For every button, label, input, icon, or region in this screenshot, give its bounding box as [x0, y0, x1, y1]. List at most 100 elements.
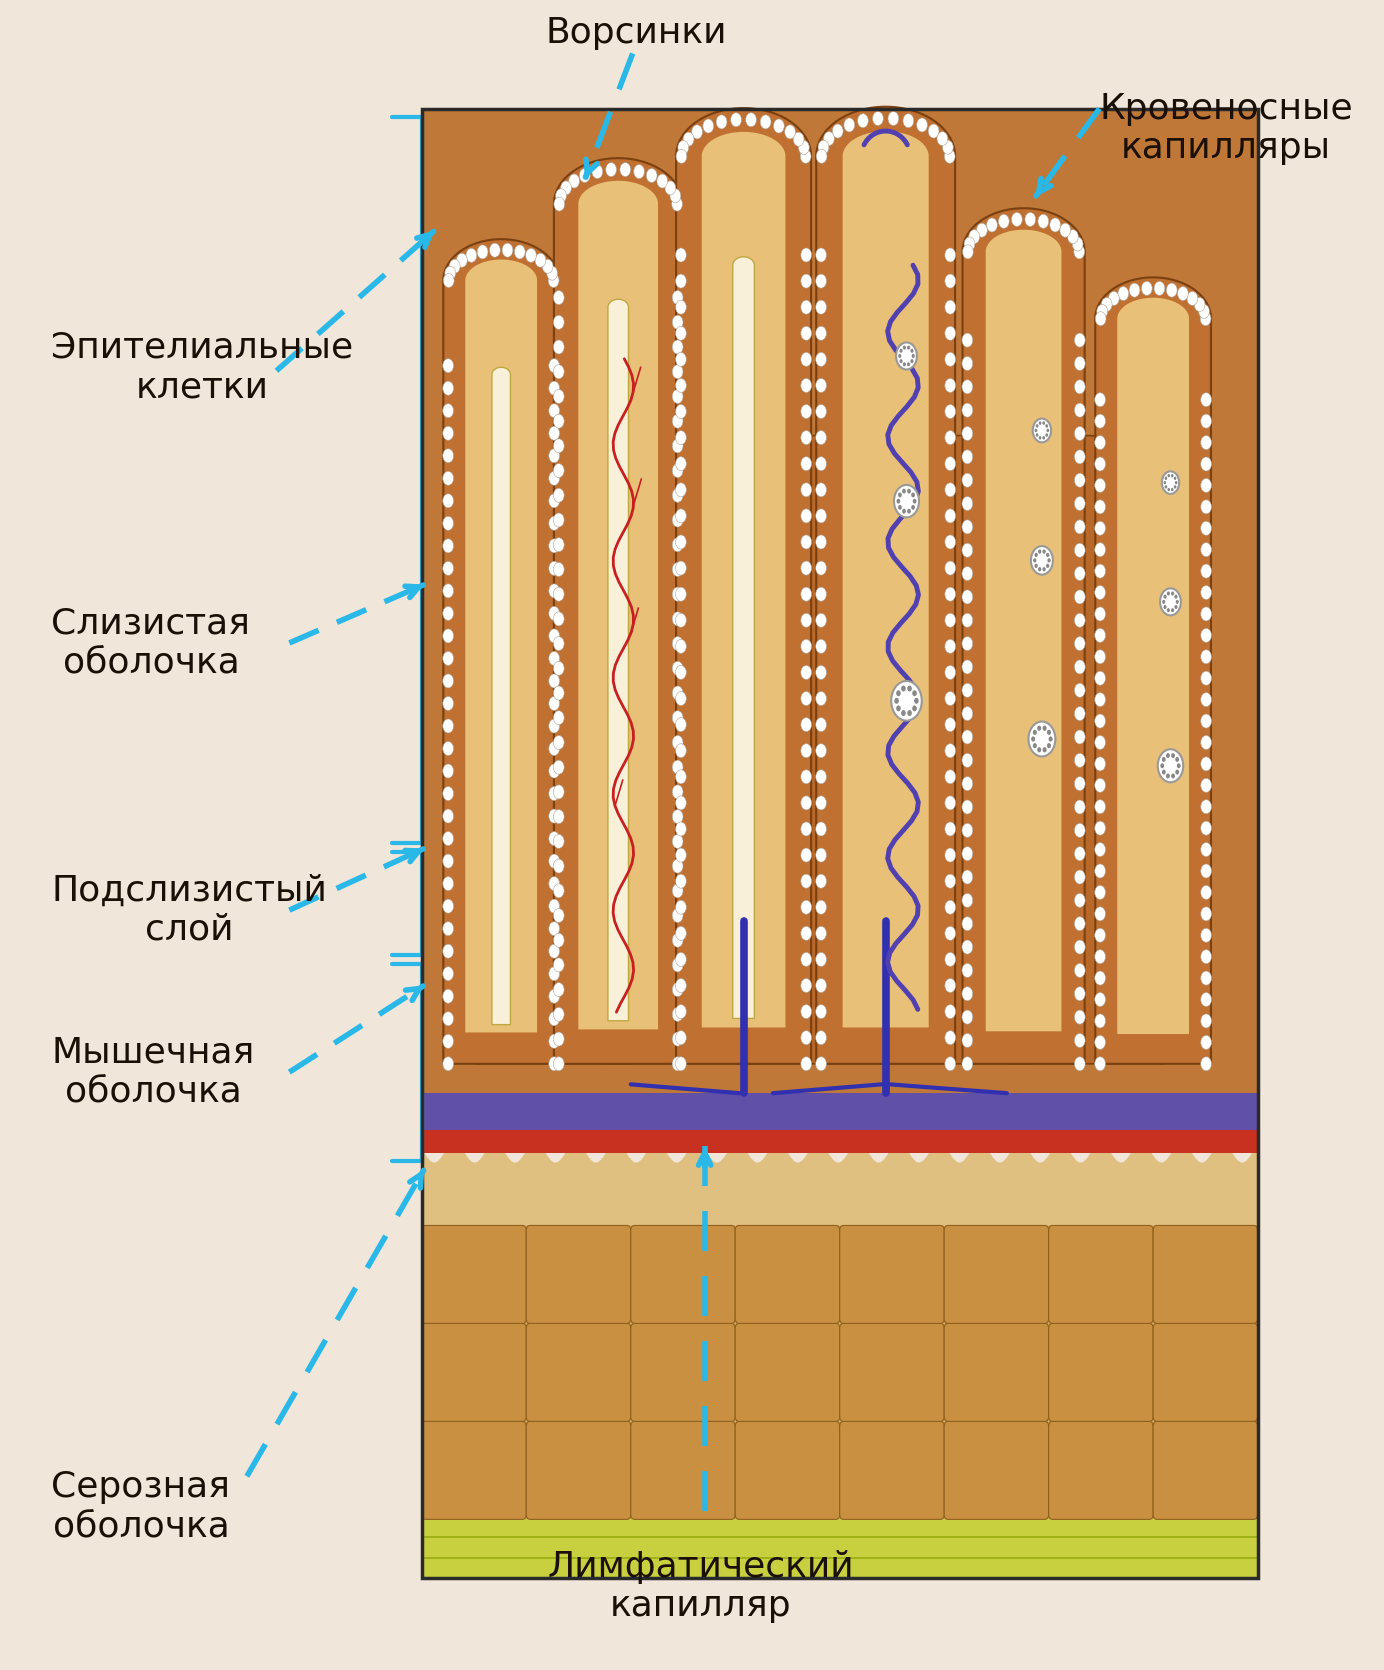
Circle shape — [671, 197, 682, 210]
Circle shape — [675, 561, 686, 574]
Circle shape — [945, 822, 955, 837]
Circle shape — [908, 686, 912, 691]
Circle shape — [554, 858, 565, 873]
Circle shape — [549, 832, 559, 845]
Circle shape — [801, 588, 811, 601]
Circle shape — [554, 316, 565, 329]
Circle shape — [673, 341, 684, 354]
FancyBboxPatch shape — [735, 1323, 840, 1421]
Polygon shape — [554, 159, 682, 1064]
Circle shape — [1095, 800, 1106, 813]
Circle shape — [1037, 746, 1041, 753]
Circle shape — [1038, 436, 1041, 439]
Circle shape — [945, 1030, 955, 1045]
Circle shape — [673, 785, 684, 798]
Circle shape — [1095, 392, 1106, 407]
Circle shape — [1118, 287, 1129, 301]
Circle shape — [549, 449, 559, 463]
Circle shape — [916, 119, 927, 132]
Circle shape — [1032, 419, 1050, 443]
Circle shape — [945, 431, 955, 444]
Circle shape — [962, 590, 973, 605]
Circle shape — [673, 389, 684, 404]
FancyBboxPatch shape — [422, 1421, 526, 1520]
Circle shape — [443, 720, 454, 733]
FancyBboxPatch shape — [631, 1323, 735, 1421]
FancyBboxPatch shape — [944, 1226, 1049, 1323]
Circle shape — [900, 349, 902, 352]
Circle shape — [1167, 591, 1169, 596]
Circle shape — [872, 112, 883, 125]
Circle shape — [799, 140, 810, 155]
Circle shape — [549, 561, 559, 576]
Circle shape — [912, 705, 916, 711]
Polygon shape — [608, 299, 628, 1020]
Circle shape — [673, 858, 684, 873]
Circle shape — [554, 810, 565, 823]
Circle shape — [815, 301, 826, 314]
FancyBboxPatch shape — [840, 1226, 944, 1323]
Circle shape — [444, 266, 455, 281]
FancyBboxPatch shape — [1153, 1421, 1258, 1520]
Circle shape — [554, 364, 565, 379]
Circle shape — [1095, 885, 1106, 900]
Circle shape — [549, 494, 559, 508]
Circle shape — [894, 484, 919, 518]
Circle shape — [1035, 433, 1038, 438]
Circle shape — [547, 266, 558, 281]
Circle shape — [962, 847, 973, 860]
Circle shape — [675, 613, 686, 628]
Circle shape — [1176, 763, 1181, 768]
Circle shape — [962, 870, 973, 883]
Circle shape — [675, 534, 686, 549]
Circle shape — [1201, 1057, 1211, 1070]
Circle shape — [1095, 822, 1106, 835]
Circle shape — [815, 979, 826, 992]
Circle shape — [1174, 486, 1176, 489]
Circle shape — [1171, 488, 1174, 491]
Circle shape — [815, 534, 826, 549]
Circle shape — [1095, 312, 1106, 326]
Circle shape — [670, 189, 681, 202]
Circle shape — [1074, 987, 1085, 1000]
Circle shape — [945, 952, 955, 967]
Circle shape — [1074, 777, 1085, 790]
Polygon shape — [465, 259, 537, 1032]
Circle shape — [815, 326, 826, 341]
FancyBboxPatch shape — [1049, 1323, 1153, 1421]
Circle shape — [549, 359, 559, 372]
Circle shape — [800, 149, 811, 164]
Polygon shape — [702, 132, 786, 1027]
Circle shape — [945, 848, 955, 862]
Circle shape — [945, 326, 955, 341]
Polygon shape — [985, 230, 1062, 1032]
Circle shape — [962, 1010, 973, 1024]
Circle shape — [1129, 284, 1140, 297]
Circle shape — [443, 516, 454, 531]
Circle shape — [443, 967, 454, 980]
Circle shape — [1095, 1057, 1106, 1070]
Bar — [422, 109, 1258, 1064]
Circle shape — [801, 561, 811, 574]
Circle shape — [801, 301, 811, 314]
Circle shape — [815, 797, 826, 810]
Circle shape — [1074, 356, 1085, 371]
Circle shape — [1171, 608, 1174, 613]
Polygon shape — [738, 436, 891, 1064]
Circle shape — [815, 613, 826, 628]
Circle shape — [1074, 1010, 1085, 1024]
Circle shape — [1201, 414, 1211, 428]
Circle shape — [962, 543, 973, 558]
Circle shape — [1175, 481, 1178, 484]
Circle shape — [1046, 553, 1049, 558]
Circle shape — [801, 456, 811, 471]
Circle shape — [962, 1057, 973, 1070]
Circle shape — [490, 244, 500, 257]
Circle shape — [801, 873, 811, 888]
Circle shape — [1042, 436, 1045, 439]
Circle shape — [1095, 436, 1106, 449]
Circle shape — [554, 341, 565, 354]
Circle shape — [1042, 421, 1045, 424]
Circle shape — [1026, 212, 1035, 227]
Circle shape — [1095, 458, 1106, 471]
